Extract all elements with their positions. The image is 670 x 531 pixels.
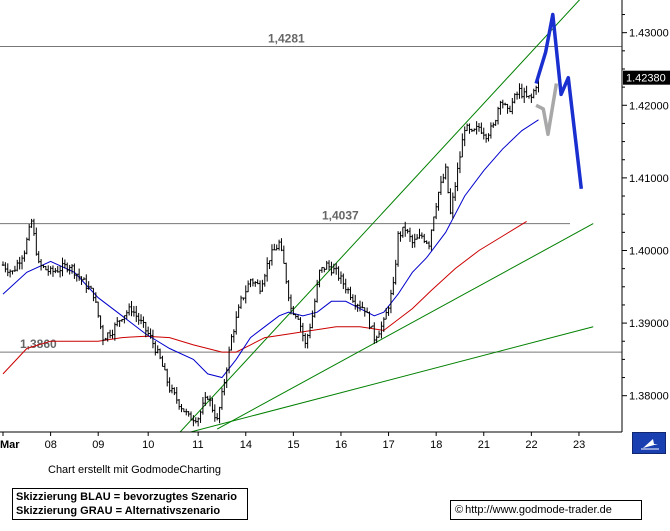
- y-tick-label: 1.39000: [629, 318, 669, 330]
- scenario-legend: Skizzierung BLAU = bevorzugtes Szenario …: [12, 488, 248, 520]
- x-tick-label: 23: [573, 439, 585, 451]
- y-axis-area: [622, 0, 670, 454]
- x-tick-label: 09: [92, 439, 104, 451]
- chart-credit: Chart erstellt mit GodmodeCharting: [48, 464, 222, 476]
- x-tick-label: 18: [430, 439, 442, 451]
- y-tick-label: 1.40000: [629, 245, 669, 257]
- scenario-blue-path: [534, 12, 584, 190]
- x-tick-label: Mar: [0, 439, 20, 451]
- legend-gray-scenario: Skizzierung GRAU = Alternativszenario: [16, 505, 221, 517]
- source-url[interactable]: http://www.godmode-trader.de: [465, 504, 612, 516]
- x-tick-label: 11: [192, 439, 203, 451]
- chart-corner-button[interactable]: [632, 432, 666, 454]
- trendline: [188, 326, 594, 432]
- level-label: 1,3860: [20, 337, 57, 351]
- x-tick-label: 21: [478, 439, 490, 451]
- x-tick-label: 15: [287, 439, 299, 451]
- x-tick-label: 08: [45, 439, 57, 451]
- trendline: [179, 0, 581, 432]
- current-price-label: 1.42380: [626, 73, 666, 85]
- ma-red-line: [2, 220, 527, 375]
- x-tick-label: 10: [142, 439, 154, 451]
- plot-area: [0, 0, 622, 432]
- current-price-box: [623, 70, 670, 85]
- x-tick-label: 17: [383, 439, 395, 451]
- trendline: [216, 223, 594, 430]
- y-tick-label: 1.42000: [629, 100, 669, 112]
- x-tick-label: 22: [525, 439, 537, 451]
- x-axis-area: [0, 432, 632, 454]
- y-tick-label: 1.41000: [629, 173, 669, 185]
- plot-layer: 1,4281 1,4037 1,3860: [0, 0, 622, 432]
- y-tick-label: 1.38000: [629, 391, 669, 403]
- copyright-icon: ©: [455, 504, 464, 516]
- legend-blue-scenario: Skizzierung BLAU = bevorzugtes Szenario: [16, 491, 237, 503]
- level-label: 1,4281: [268, 31, 305, 45]
- level-label: 1,4037: [322, 209, 359, 223]
- source-url-box[interactable]: © http://www.godmode-trader.de: [450, 500, 642, 520]
- chart-cursor-icon: [641, 439, 659, 450]
- scenario-gray-path: [535, 83, 559, 137]
- x-tick-label: 16: [335, 439, 347, 451]
- x-tick-label: 14: [240, 439, 252, 451]
- axis-layer: 1.38000 1.39000 1.40000 1.41000 1.42000 1.430…: [0, 14, 670, 451]
- y-tick-label: 1.43000: [629, 28, 669, 40]
